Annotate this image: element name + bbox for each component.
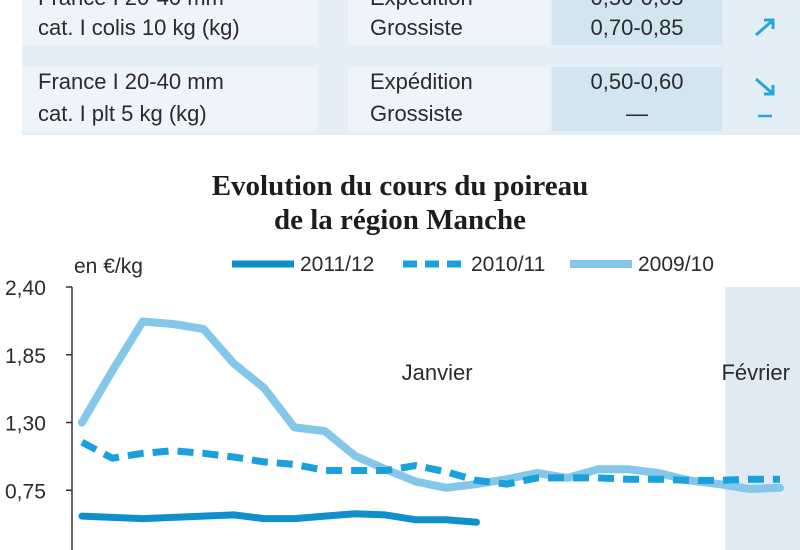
- stage-line: Grossiste: [370, 15, 463, 40]
- price-cell: 0,50-0,60 —: [552, 67, 722, 131]
- y-tick-label: 2,40: [5, 277, 46, 300]
- price-line: 0,50-0,65: [552, 0, 722, 13]
- table-row: France I 20-40 mm cat. I plt 5 kg (kg) E…: [22, 67, 800, 131]
- table-row: France I 20-40 mm cat. I colis 10 kg (kg…: [22, 0, 800, 45]
- series-line-2009-10: [78, 317, 784, 493]
- y-tick-label: 1,30: [5, 413, 46, 436]
- product-line: cat. I colis 10 kg (kg): [38, 15, 240, 40]
- y-tick-label: 0,20: [5, 548, 46, 550]
- stage-line: Expédition: [370, 0, 473, 13]
- legend-label: 2010/11: [471, 253, 545, 276]
- chart-title-line: Evolution du cours du poireau: [211, 170, 589, 202]
- shaded-period: [725, 287, 800, 550]
- price-line: 0,70-0,85: [590, 15, 684, 40]
- y-tick-label: 0,75: [5, 480, 46, 503]
- period-label: Février: [721, 360, 789, 385]
- price-line: —: [626, 101, 648, 126]
- trend-flat-icon: [758, 114, 772, 118]
- stage-line: Expédition: [370, 69, 473, 94]
- stage-line: Grossiste: [370, 101, 463, 126]
- series-line-2010-11: [80, 439, 780, 488]
- product-cell: France I 20-40 mm cat. I colis 10 kg (kg…: [22, 0, 318, 45]
- series-line-2011-12: [78, 510, 480, 526]
- product-cell: France I 20-40 mm cat. I plt 5 kg (kg): [22, 67, 318, 131]
- trend-down-icon: [755, 77, 775, 96]
- price-line: 0,50-0,60: [590, 69, 684, 94]
- y-tick-label: 1,85: [5, 345, 46, 368]
- price-cell: 0,50-0,65 0,70-0,85: [552, 0, 722, 45]
- period-label: Janvier: [402, 360, 473, 385]
- stage-cell: Expédition Grossiste: [348, 67, 550, 131]
- trend-up-icon: [755, 18, 775, 37]
- chart-title-line: de la région Manche: [273, 204, 527, 236]
- product-line: cat. I plt 5 kg (kg): [38, 101, 207, 126]
- product-line: France I 20-40 mm: [38, 0, 224, 13]
- price-table: France I 20-40 mm cat. I colis 10 kg (kg…: [22, 0, 800, 135]
- legend-label: 2011/12: [300, 253, 374, 276]
- y-axis-label: en €/kg: [74, 255, 143, 278]
- stage-cell: Expédition Grossiste: [348, 0, 550, 45]
- legend-label: 2009/10: [638, 253, 714, 276]
- product-line: France I 20-40 mm: [38, 69, 224, 94]
